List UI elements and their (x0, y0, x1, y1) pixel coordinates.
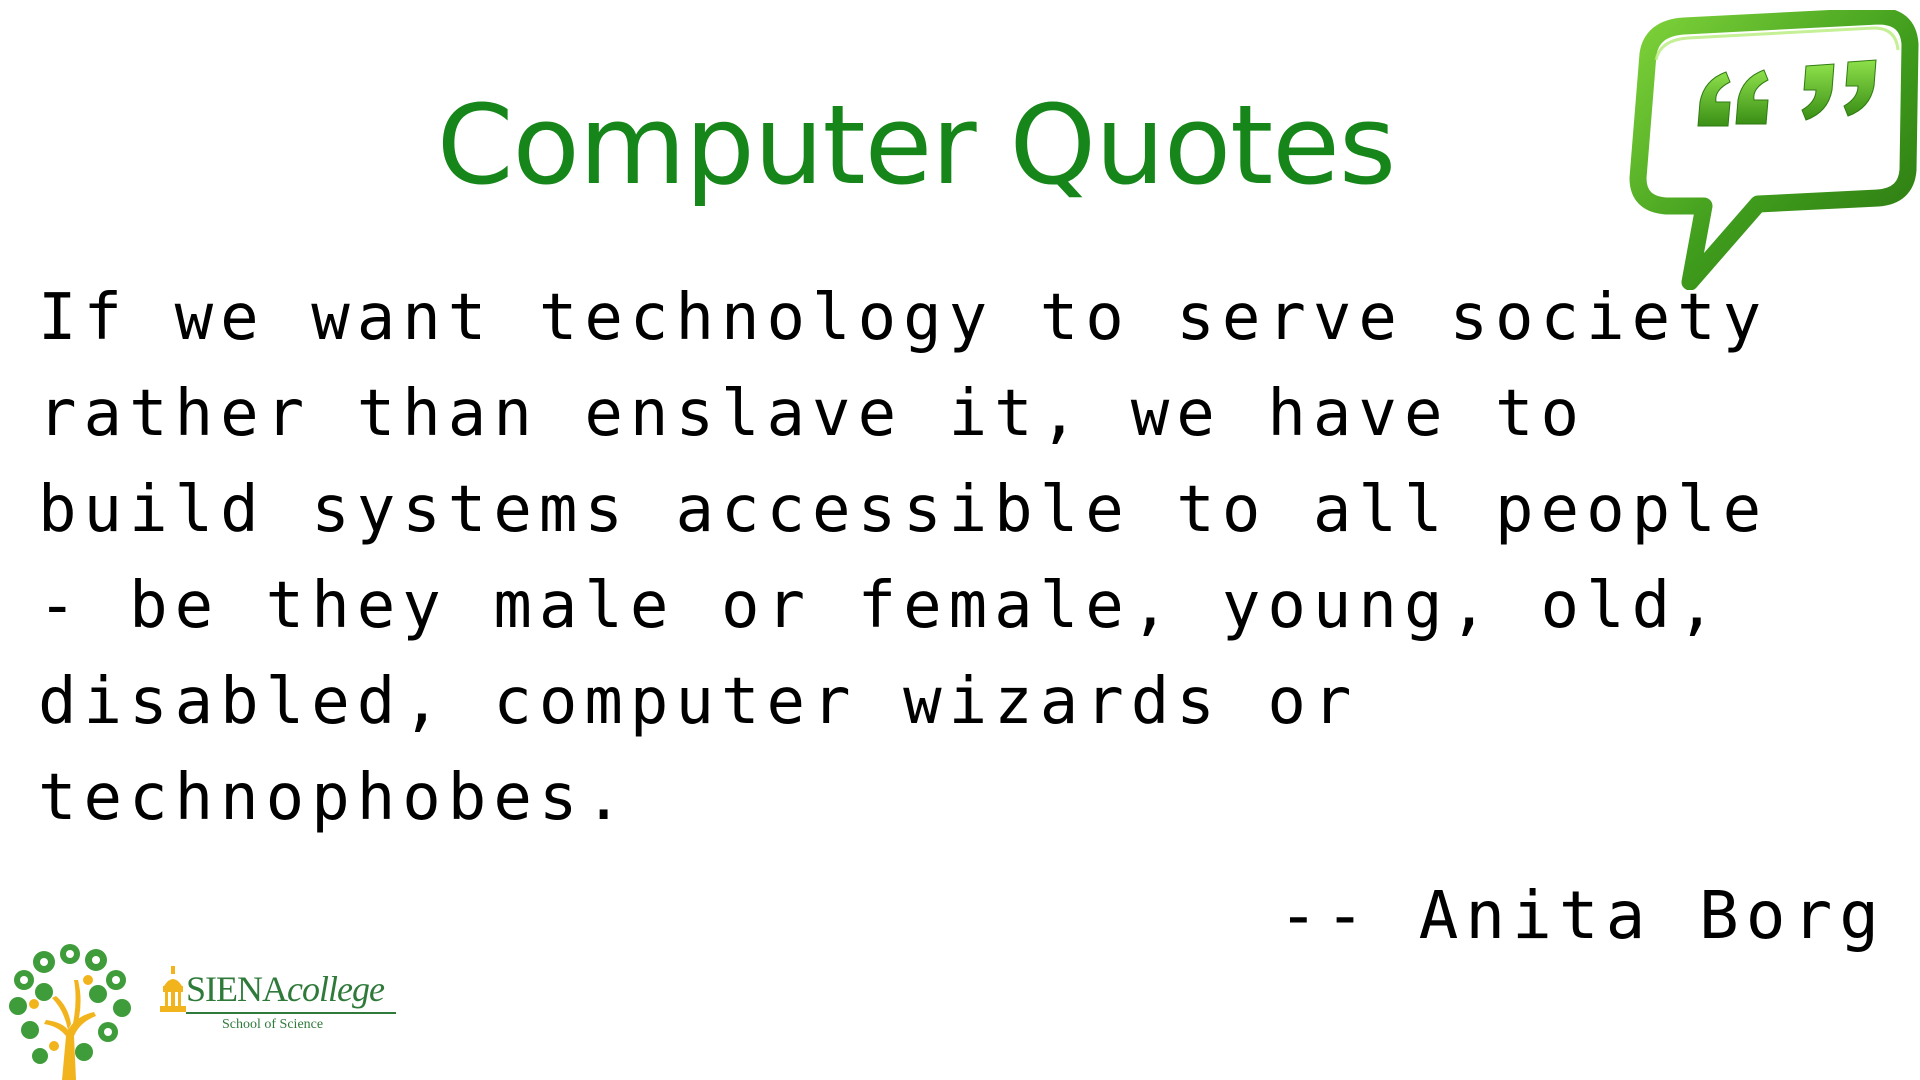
quote-line: disabled, computer wizards or (38, 665, 1359, 739)
dome-icon (160, 966, 186, 1012)
quote-line: build systems accessible to all people (38, 473, 1769, 547)
quote-line: technophobes. (38, 761, 630, 835)
quote-speech-bubble-icon (1629, 10, 1919, 290)
quote-line: If we want technology to serve society (38, 281, 1769, 355)
science-tree-icon (9, 944, 131, 1080)
divider (186, 1012, 396, 1014)
quote-attribution: -- Anita Borg (1278, 877, 1886, 954)
quote-line: rather than enslave it, we have to (38, 377, 1587, 451)
quote-line: - be they male or female, young, old, (38, 569, 1723, 643)
siena-college-logo: SIENAcollege School of Science (160, 960, 405, 1050)
college-subtitle: School of Science (222, 1017, 324, 1032)
quote-body: If we want technology to serve society ra… (38, 270, 1898, 846)
college-name: SIENAcollege (186, 969, 385, 1009)
slide-title: Computer Quotes (436, 81, 1397, 209)
